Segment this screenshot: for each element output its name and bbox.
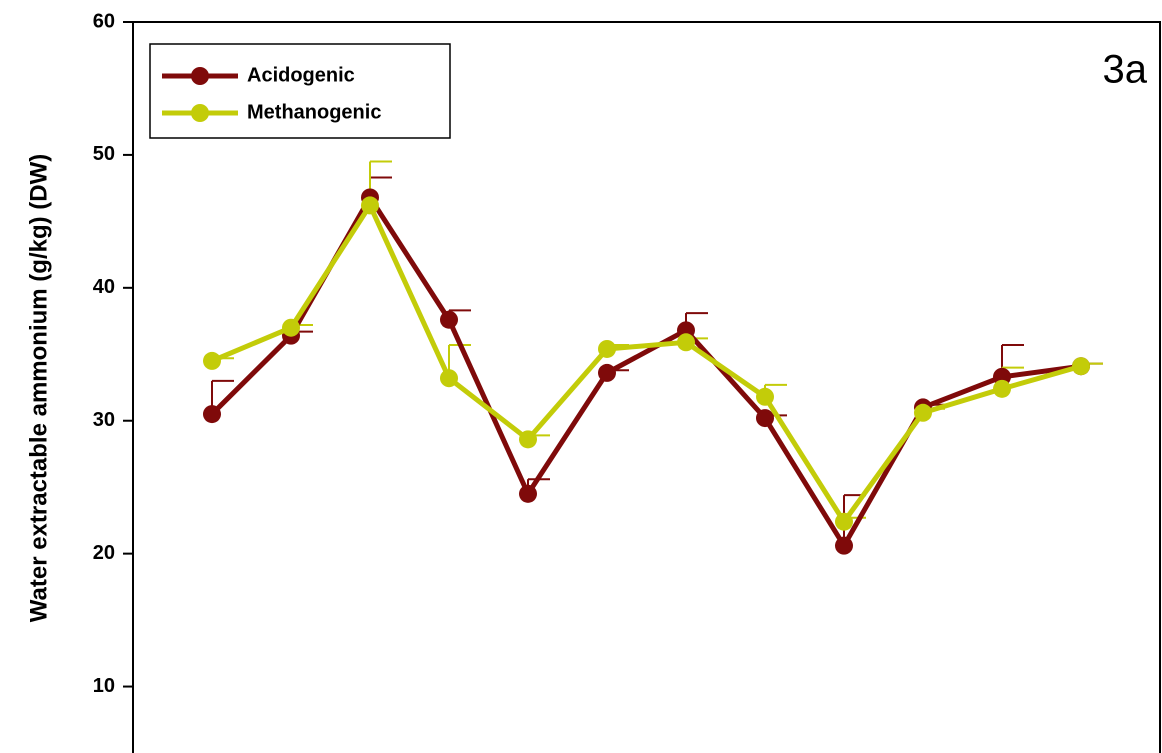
series-line xyxy=(210,194,1082,549)
data-point xyxy=(598,339,616,358)
data-point xyxy=(203,405,221,424)
data-point xyxy=(756,409,774,428)
y-tick-label: 10 xyxy=(93,675,115,697)
y-tick-label: 60 xyxy=(93,10,115,32)
data-point xyxy=(440,369,458,388)
data-point xyxy=(519,484,537,503)
data-point xyxy=(361,196,379,215)
y-axis-label: Water extractable ammonium (g/kg) (DW) xyxy=(25,154,52,623)
data-point xyxy=(835,536,853,555)
data-point xyxy=(756,387,774,406)
data-point xyxy=(203,351,221,370)
legend-marker xyxy=(191,67,209,85)
data-point xyxy=(677,333,695,352)
data-point xyxy=(835,512,853,531)
series-line xyxy=(211,202,1082,525)
y-tick-label: 50 xyxy=(93,143,115,165)
plot-frame xyxy=(132,21,1161,753)
y-tick-label: 30 xyxy=(93,409,115,431)
y-tick-label: 40 xyxy=(93,276,115,298)
y-tick-label: 20 xyxy=(93,542,115,564)
legend-label: Acidogenic xyxy=(247,64,355,86)
data-point xyxy=(993,379,1011,398)
legend-label: Methanogenic xyxy=(247,101,381,123)
data-point xyxy=(914,403,932,422)
panel-label: 3a xyxy=(1103,48,1148,92)
data-point xyxy=(598,363,616,382)
data-point xyxy=(1072,357,1090,376)
data-point xyxy=(282,318,300,337)
data-point xyxy=(440,310,458,329)
legend-box xyxy=(149,43,451,139)
legend-marker xyxy=(191,104,209,122)
data-point xyxy=(519,430,537,449)
